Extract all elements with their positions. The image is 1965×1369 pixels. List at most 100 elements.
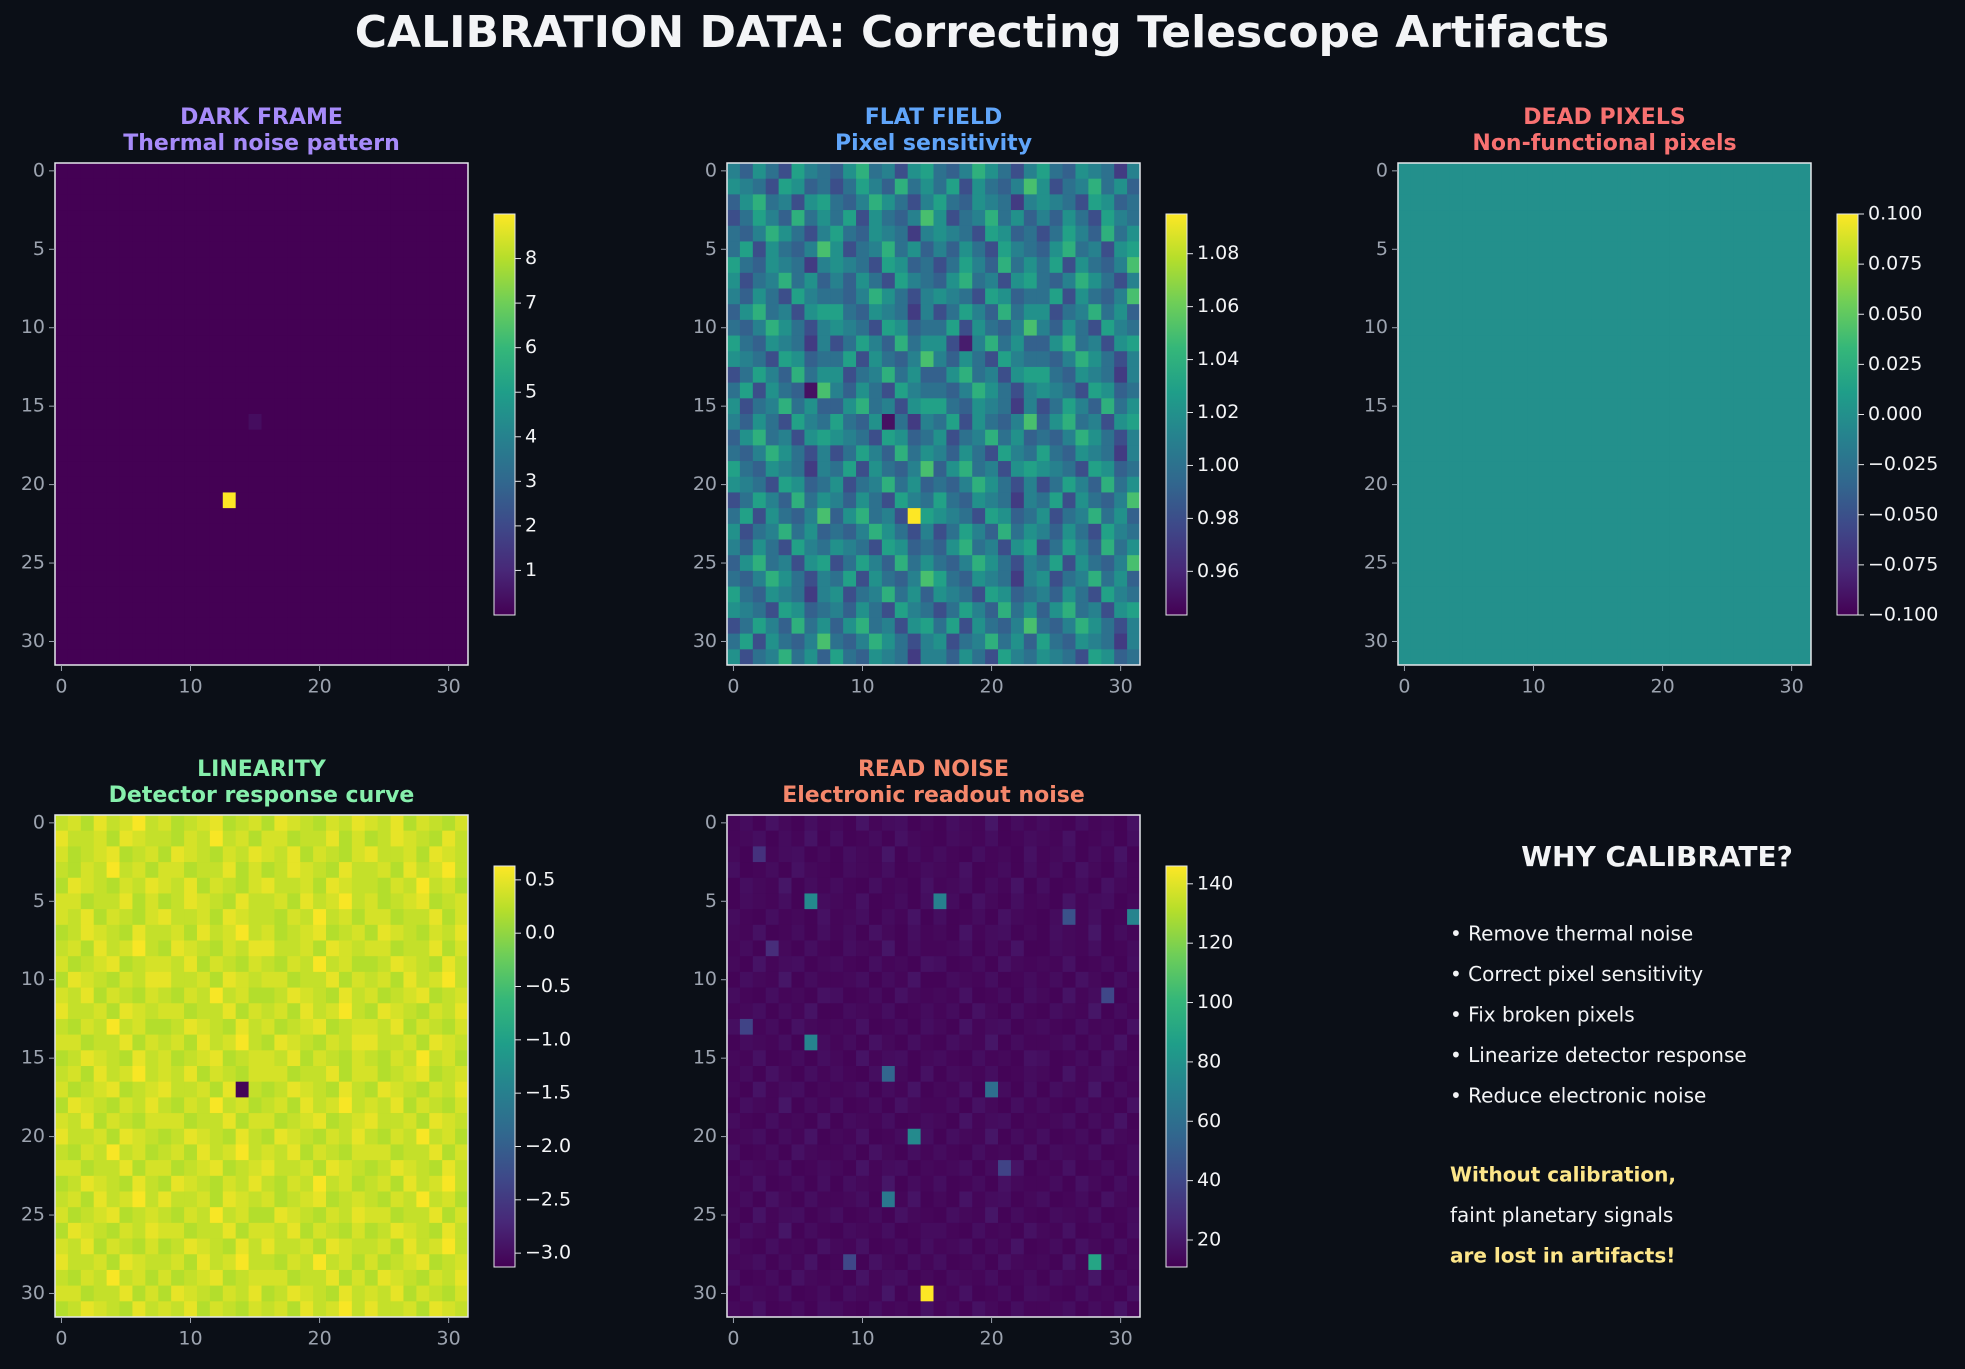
heatmap-cell — [67, 1191, 82, 1208]
heatmap-cell — [1759, 225, 1773, 242]
heatmap-cell — [119, 178, 133, 195]
heatmap-cell — [351, 1269, 366, 1287]
heatmap-cell — [235, 194, 249, 211]
heatmap-cell — [791, 163, 805, 180]
heatmap-cell — [326, 194, 340, 211]
heatmap-cell — [985, 877, 999, 894]
heatmap-cell — [403, 210, 417, 227]
colorbar-tick-label: −1.0 — [525, 1028, 571, 1050]
heatmap-cell — [1049, 602, 1063, 619]
heatmap-cell — [920, 445, 934, 462]
heatmap-cell — [300, 1128, 314, 1145]
heatmap-cell — [1036, 414, 1051, 431]
heatmap-cell — [907, 225, 921, 242]
heatmap-cell — [1681, 335, 1696, 352]
heatmap-cell — [727, 1113, 741, 1130]
heatmap-cell — [907, 586, 921, 603]
heatmap-cell — [1423, 257, 1438, 274]
heatmap-cell — [1114, 830, 1128, 847]
heatmap-cell — [416, 178, 430, 195]
heatmap-cell — [1398, 272, 1412, 289]
heatmap-cell — [1475, 539, 1489, 556]
heatmap-cell — [326, 1018, 340, 1036]
heatmap-cell — [1036, 210, 1051, 227]
heatmap-cell — [338, 194, 353, 211]
heatmap-cell — [158, 1034, 172, 1051]
heatmap-cell — [959, 924, 973, 941]
heatmap-cell — [1798, 461, 1812, 478]
heatmap-cell — [416, 1301, 430, 1318]
heatmap-cell — [972, 971, 986, 988]
heatmap-cell — [1114, 257, 1128, 274]
heatmap-cell — [300, 909, 314, 926]
heatmap-cell — [158, 924, 172, 941]
heatmap-cell — [248, 1301, 262, 1318]
heatmap-cell — [93, 492, 108, 509]
heatmap-cell — [364, 893, 379, 910]
heatmap-cell — [933, 163, 947, 180]
heatmap-cell — [93, 602, 108, 619]
heatmap-cell — [985, 987, 999, 1004]
heatmap-cell — [1772, 523, 1786, 540]
heatmap-cell — [765, 877, 780, 894]
heatmap-cell — [1062, 414, 1076, 431]
heatmap-cell — [1501, 272, 1515, 289]
heatmap-cell — [1036, 1034, 1051, 1051]
heatmap-cell — [765, 351, 780, 368]
heatmap-cell — [1527, 617, 1541, 635]
heatmap-cell — [145, 909, 159, 926]
heatmap-cell — [804, 987, 818, 1004]
heatmap-cell — [920, 366, 934, 384]
heatmap-cell — [416, 382, 430, 399]
heatmap-cell — [1075, 830, 1089, 847]
heatmap-cell — [235, 956, 249, 973]
heatmap-cell — [196, 940, 211, 957]
heatmap-cell — [145, 178, 159, 195]
heatmap-cell — [739, 815, 754, 832]
heatmap-cell — [1010, 555, 1025, 572]
heatmap-cell — [817, 257, 831, 274]
heatmap-cell — [300, 555, 314, 572]
heatmap-cell — [1669, 288, 1683, 305]
heatmap-cell — [235, 1128, 249, 1145]
heatmap-cell — [196, 1238, 211, 1255]
heatmap-cell — [274, 1175, 288, 1192]
heatmap-cell — [93, 445, 108, 462]
heatmap-cell — [1707, 476, 1722, 493]
heatmap-cell — [1630, 414, 1644, 431]
heatmap-cell — [881, 429, 896, 446]
heatmap-cell — [752, 956, 767, 973]
heatmap-cell — [1578, 351, 1592, 368]
heatmap-cell — [1075, 492, 1089, 509]
heatmap-cell — [1488, 366, 1502, 384]
heatmap-cell — [274, 555, 288, 572]
heatmap-cell — [856, 1128, 870, 1145]
heatmap-cell — [119, 351, 133, 368]
heatmap-cell — [377, 1269, 391, 1287]
heatmap-cell — [1501, 523, 1515, 540]
heatmap-cell — [1010, 225, 1025, 242]
heatmap-cell — [1772, 225, 1786, 242]
heatmap-cell — [261, 1301, 275, 1318]
heatmap-cell — [119, 1003, 133, 1020]
heatmap-cell — [1010, 257, 1025, 274]
heatmap-cell — [1514, 163, 1528, 180]
heatmap-cell — [1617, 178, 1631, 195]
heatmap-cell — [1733, 366, 1747, 384]
heatmap-cell — [274, 1207, 288, 1224]
heatmap-cell — [959, 288, 973, 305]
heatmap-cell — [196, 445, 211, 462]
heatmap-cell — [830, 956, 844, 973]
heatmap-cell — [1617, 225, 1631, 242]
colorbar-tick-label: 1.02 — [1197, 401, 1239, 423]
y-tick-label: 10 — [21, 316, 45, 338]
heatmap-cell — [403, 1238, 417, 1255]
heatmap-cell — [959, 815, 973, 832]
heatmap-cell — [300, 1175, 314, 1192]
heatmap-cell — [959, 523, 973, 540]
heatmap-cell — [1527, 257, 1541, 274]
heatmap-cell — [1049, 1081, 1063, 1098]
heatmap-cell — [171, 1222, 185, 1239]
heatmap-cell — [209, 1285, 224, 1302]
heatmap-cell — [856, 414, 870, 431]
